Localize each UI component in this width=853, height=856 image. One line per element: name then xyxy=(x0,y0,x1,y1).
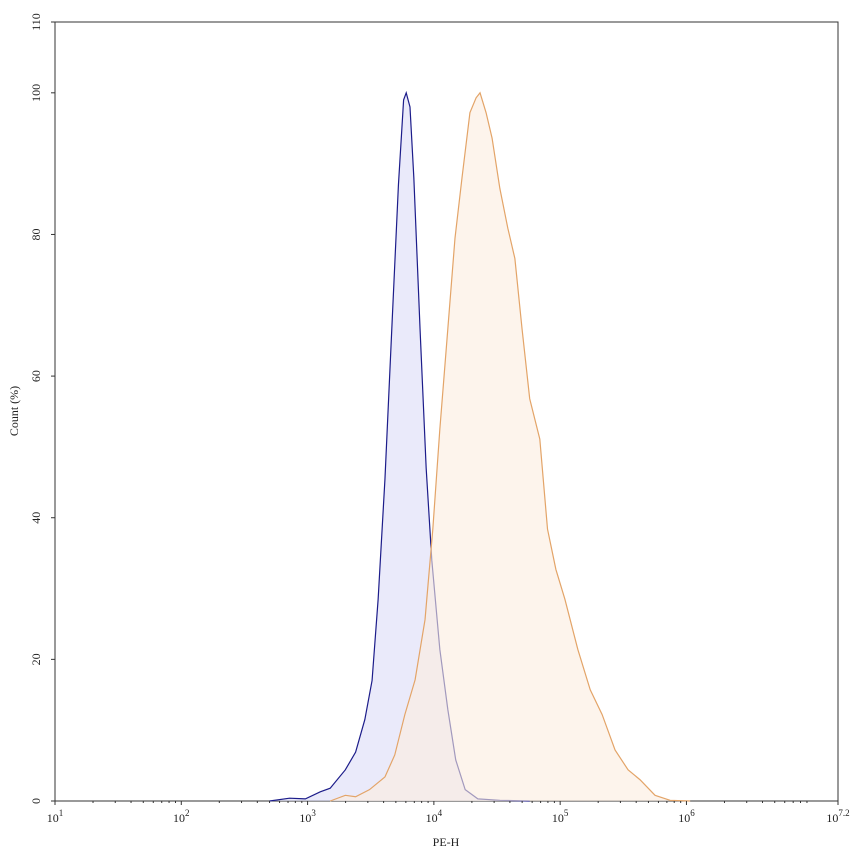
y-tick-label: 100 xyxy=(29,84,43,102)
y-tick-label: 80 xyxy=(29,228,43,240)
x-tick-label: 107.2 xyxy=(826,808,849,825)
x-tick-base: 10 xyxy=(678,811,690,825)
x-tick-exponent: 7.2 xyxy=(838,808,849,818)
x-tick-exponent: 3 xyxy=(311,808,316,818)
x-tick-base: 10 xyxy=(173,811,185,825)
x-tick-base: 10 xyxy=(552,811,564,825)
x-tick-label: 103 xyxy=(299,808,316,825)
histogram-area xyxy=(329,91,691,802)
x-tick-exponent: 4 xyxy=(438,808,443,818)
y-tick-label: 40 xyxy=(29,512,43,524)
x-tick-base: 10 xyxy=(299,811,311,825)
y-tick-label: 20 xyxy=(29,653,43,665)
x-tick-base: 10 xyxy=(826,811,838,825)
x-tick-exponent: 2 xyxy=(185,808,190,818)
x-tick-label: 105 xyxy=(552,808,569,825)
x-tick-label: 104 xyxy=(426,808,443,825)
y-axis-label: Count (%) xyxy=(7,386,21,436)
x-tick-label: 106 xyxy=(678,808,695,825)
x-tick-label: 102 xyxy=(173,808,190,825)
x-tick-base: 10 xyxy=(426,811,438,825)
y-tick-label: 110 xyxy=(29,13,43,31)
x-tick-exponent: 5 xyxy=(564,808,569,818)
x-tick-label: 101 xyxy=(47,808,64,825)
x-tick-exponent: 6 xyxy=(690,808,695,818)
y-tick-label: 0 xyxy=(29,798,43,804)
y-tick-label: 60 xyxy=(29,370,43,382)
x-tick-exponent: 1 xyxy=(59,808,64,818)
x-axis-label: PE-H xyxy=(433,835,460,849)
x-tick-base: 10 xyxy=(47,811,59,825)
